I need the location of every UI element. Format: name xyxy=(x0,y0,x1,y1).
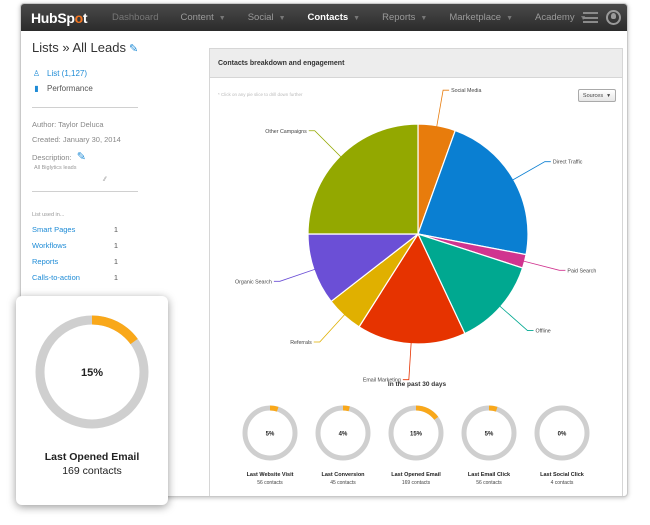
list-sidebar: Lists » All Leads ✎ ♙ List (1,127) ▮ Perfor… xyxy=(32,40,160,289)
pie-leader-line xyxy=(436,89,450,128)
gauge-fill xyxy=(388,405,444,461)
gauge-percent: 15% xyxy=(410,432,423,438)
gauge-fill xyxy=(242,405,298,461)
pie-leader-line xyxy=(402,341,412,381)
chevron-down-icon: ▼ xyxy=(420,15,428,22)
nav-item-content[interactable]: Content ▼ xyxy=(180,12,226,23)
bar-chart-icon: ▮ xyxy=(34,84,39,93)
used-in-count: 1 xyxy=(113,257,118,266)
pie-leader-line xyxy=(522,260,566,271)
list-title: Lists » All Leads ✎ xyxy=(32,40,139,55)
sidebar-link-performance[interactable]: ▮ Performance xyxy=(32,84,160,93)
divider xyxy=(32,191,138,192)
gauge-fill xyxy=(315,405,371,461)
used-in-link[interactable]: Calls-to-action xyxy=(32,273,80,282)
gauge-label: Last Email Click xyxy=(468,472,511,478)
card-title: Last Opened Email xyxy=(44,451,140,463)
pie-slice-label: Paid Search xyxy=(567,268,596,274)
used-in-link[interactable]: Workflows xyxy=(32,241,67,250)
gauge-percent: 4% xyxy=(339,432,348,438)
nav-item-reports[interactable]: Reports ▼ xyxy=(382,12,428,23)
breakdown-panel: Contacts breakdown and engagement * Clic… xyxy=(209,48,623,496)
contacts-pie-chart: Social Media Direct Traffic Paid Search Off… xyxy=(235,88,596,486)
pie-leader-line xyxy=(313,313,346,343)
used-in-row: Calls-to-action 1 xyxy=(32,273,118,282)
description-field[interactable]: All Biglytics leads ⁄⁄ xyxy=(34,165,106,183)
used-in-row: Smart Pages 1 xyxy=(32,225,118,234)
nav-item-marketplace[interactable]: Marketplace ▼ xyxy=(449,12,513,23)
gauge-contacts: 4 contacts xyxy=(551,480,574,486)
gauge-fill xyxy=(461,405,517,461)
panel-title: Contacts breakdown and engagement xyxy=(210,49,622,78)
last-opened-email-card[interactable]: 15% Last Opened Email 169 contacts xyxy=(16,296,168,505)
nav-item-academy[interactable]: Academy ▼ xyxy=(535,12,587,23)
nav-item-contacts[interactable]: Contacts ▼ xyxy=(307,12,361,23)
gauge-percent: 0% xyxy=(558,432,567,438)
user-icon: ♙ xyxy=(32,69,41,78)
used-in-row: Workflows 1 xyxy=(32,241,118,250)
used-in-count: 1 xyxy=(113,273,118,282)
pie-leader-line xyxy=(273,268,316,282)
list-created-date: Created: January 30, 2014 xyxy=(32,135,121,144)
resize-grip-icon[interactable]: ⁄⁄ xyxy=(103,177,106,183)
card-donut-gauge: 15% xyxy=(35,315,149,429)
gauge-percent: 5% xyxy=(485,432,494,438)
sources-dropdown[interactable]: Sources ▼ xyxy=(578,89,616,102)
pie-leader-line xyxy=(498,305,534,331)
gauge-label: Last Opened Email xyxy=(391,472,441,478)
card-contacts: 169 contacts xyxy=(62,465,122,477)
description-label: Description: ✎ xyxy=(32,151,86,163)
chevron-down-icon: ▼ xyxy=(506,15,513,22)
used-in-link[interactable]: Smart Pages xyxy=(32,225,76,234)
sidebar-link-list[interactable]: ♙ List (1,127) xyxy=(32,69,88,78)
card-gauge-percent: 15% xyxy=(81,367,103,379)
dropdown-caret-icon: ▼ xyxy=(606,92,612,99)
used-in-count: 1 xyxy=(113,225,118,234)
gauge-label: Last Conversion xyxy=(321,472,365,478)
used-in-count: 1 xyxy=(113,241,118,250)
pie-slice-label: Offline xyxy=(536,329,551,335)
gauge-label: Last Website Visit xyxy=(247,472,294,478)
nav-item-dashboard[interactable]: Dashboard xyxy=(112,12,159,23)
pie-slice-label: Other Campaigns xyxy=(265,129,307,135)
drilldown-hint: * Click on any pie slice to drill down f… xyxy=(218,92,303,97)
period-label: In the past 30 days xyxy=(387,381,447,388)
pie-slice-label: Referrals xyxy=(290,340,312,346)
gauge-contacts: 45 contacts xyxy=(330,480,356,486)
chevron-down-icon: ▼ xyxy=(353,15,361,22)
gauge-track xyxy=(534,405,590,461)
card-gauge-fill xyxy=(35,315,149,429)
top-navigation: HubSpot Dashboard Content ▼ Social ▼ Contacts… xyxy=(21,4,627,31)
nav-item-social[interactable]: Social ▼ xyxy=(247,12,286,23)
pie-slice-label: Direct Traffic xyxy=(553,160,583,166)
edit-pencil-icon[interactable]: ✎ xyxy=(128,43,139,55)
divider xyxy=(32,107,138,108)
gauge-contacts: 56 contacts xyxy=(476,480,502,486)
gauge-percent: 5% xyxy=(266,432,275,438)
used-in-label: List used in... xyxy=(32,212,65,218)
gauge-contacts: 169 contacts xyxy=(402,480,431,486)
menu-icon[interactable] xyxy=(583,12,598,23)
gauge-contacts: 56 contacts xyxy=(257,480,283,486)
used-in-link[interactable]: Reports xyxy=(32,257,59,266)
pie-slice-label: Organic Search xyxy=(235,279,272,285)
chevron-down-icon: ▼ xyxy=(579,15,587,22)
used-in-row: Reports 1 xyxy=(32,257,118,266)
gauge-label: Last Social Click xyxy=(540,472,585,478)
pie-leader-line xyxy=(308,130,342,158)
hubspot-logo[interactable]: HubSpot xyxy=(31,9,88,26)
chevron-down-icon: ▼ xyxy=(278,15,286,22)
sources-label: Sources xyxy=(582,92,604,99)
edit-description-icon[interactable]: ✎ xyxy=(76,151,86,163)
pie-slice-label: Email Marketing xyxy=(363,378,401,384)
chevron-down-icon: ▼ xyxy=(218,15,226,22)
list-author: Author: Taylor Deluca xyxy=(32,120,104,129)
user-account-icon[interactable] xyxy=(606,10,621,25)
pie-slice-label: Social Media xyxy=(451,88,481,94)
pie-leader-line xyxy=(511,161,551,181)
